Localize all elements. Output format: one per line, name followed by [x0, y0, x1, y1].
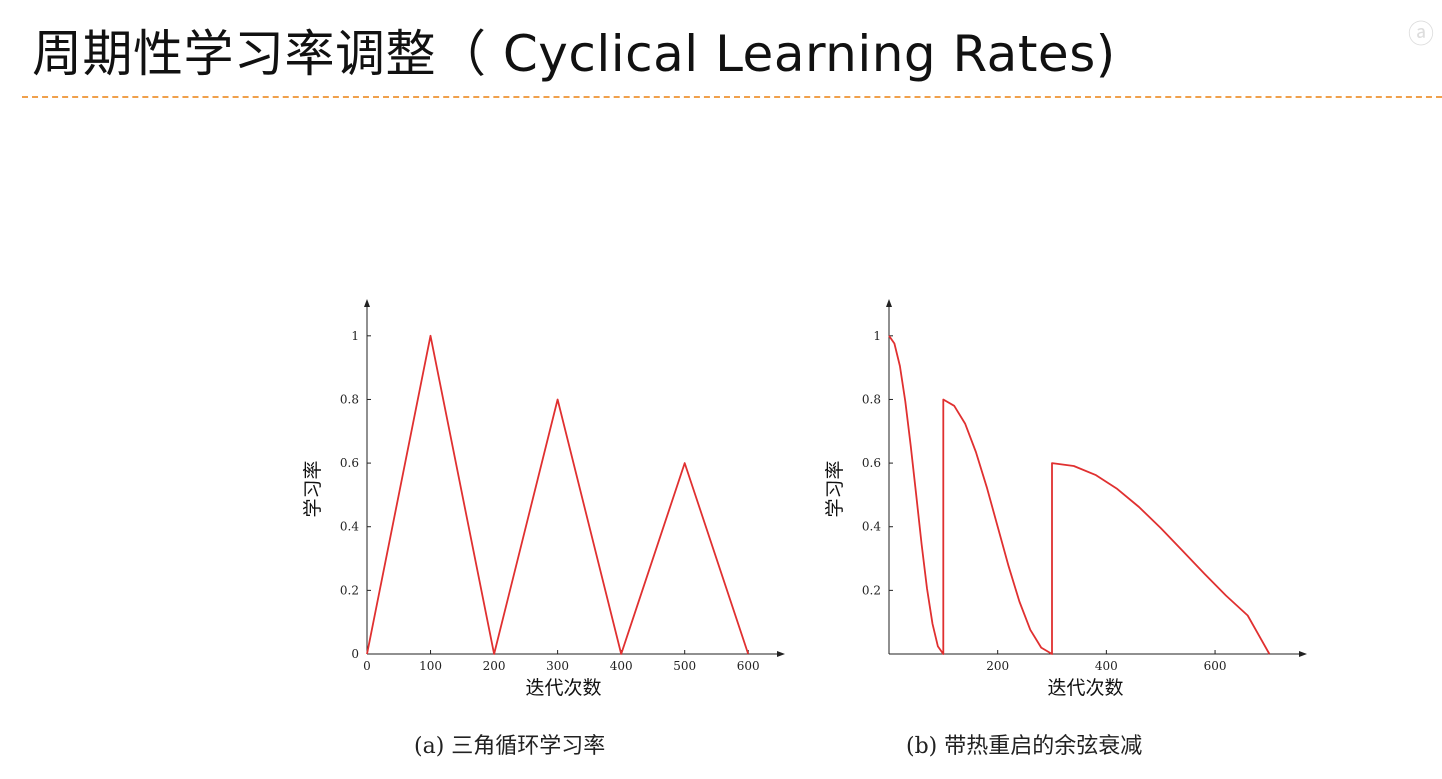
y-tick-label: 0.6 [862, 456, 881, 470]
x-tick-label: 100 [419, 659, 442, 673]
y-axis-title: 学习率 [824, 460, 846, 517]
y-tick-label: 0.8 [862, 392, 881, 406]
series-line [366, 334, 750, 655]
y-tick-label: 0.2 [340, 583, 359, 597]
chart-triangular-cyclic: 0 100 200 300 400 500 600 0 0.2 0.4 0.6 0.8 1 迭代次数 学习率 [302, 299, 785, 699]
x-tick-label: 600 [737, 659, 760, 673]
chart-cosine-warm-restart: 200 400 600 0.2 0.4 0.6 0.8 1 迭代次数 学习率 [824, 299, 1307, 699]
y-tick-label: 1 [873, 329, 881, 343]
caption-a: (a) 三角循环学习率 [414, 734, 606, 759]
series-line [888, 335, 1271, 655]
caption-b: (b) 带热重启的余弦衰减 [906, 734, 1143, 759]
y-tick-label: 0.2 [862, 583, 881, 597]
x-tick-label: 500 [673, 659, 696, 673]
y-tick-label: 0.4 [862, 520, 881, 534]
x-tick-label: 200 [483, 659, 506, 673]
title-divider [22, 96, 1442, 98]
watermark-logo-icon: ⓐ [1407, 20, 1434, 50]
x-tick-label: 400 [610, 659, 633, 673]
x-axis-title: 迭代次数 [1047, 677, 1123, 699]
x-axis-arrow [1299, 651, 1307, 657]
y-tick-label: 0.8 [340, 392, 359, 406]
x-tick-label: 200 [986, 659, 1009, 673]
x-tick-label: 0 [363, 659, 371, 673]
slide-title: 周期性学习率调整（ Cyclical Learning Rates) [32, 25, 1116, 83]
x-axis-title: 迭代次数 [525, 677, 601, 699]
x-axis-arrow [777, 651, 785, 657]
y-tick-label: 0.4 [340, 520, 359, 534]
y-tick-label: 1 [351, 329, 359, 343]
x-tick-label: 300 [546, 659, 569, 673]
y-axis-arrow [886, 299, 892, 307]
y-tick-label: 0.6 [340, 456, 359, 470]
y-axis-title: 学习率 [302, 460, 324, 517]
y-axis-arrow [364, 299, 370, 307]
y-tick-label: 0 [351, 647, 359, 661]
x-tick-label: 600 [1204, 659, 1227, 673]
x-tick-label: 400 [1095, 659, 1118, 673]
